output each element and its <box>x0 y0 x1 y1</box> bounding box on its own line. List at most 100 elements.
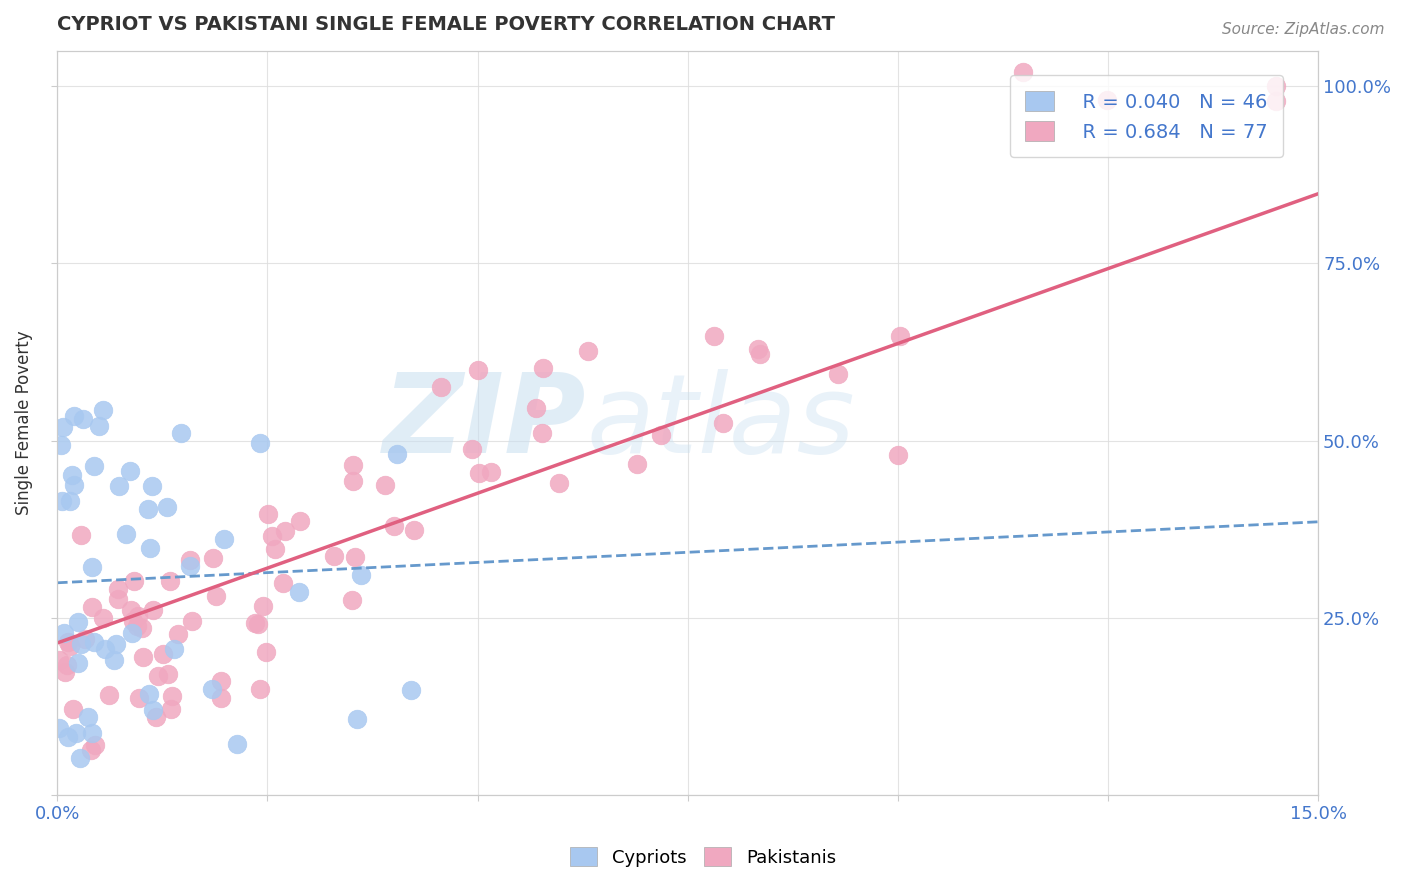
Point <box>145 710 167 724</box>
Point <box>127 619 149 633</box>
Point <box>346 712 368 726</box>
Point <box>107 592 129 607</box>
Point <box>747 342 769 356</box>
Point <box>205 589 228 603</box>
Point <box>104 637 127 651</box>
Point <box>209 674 232 689</box>
Point <box>131 650 153 665</box>
Point <box>703 329 725 343</box>
Point <box>75 632 97 646</box>
Point <box>82 726 104 740</box>
Legend:   R = 0.040   N = 46,   R = 0.684   N = 77: R = 0.040 N = 46, R = 0.684 N = 77 <box>1010 76 1284 157</box>
Point <box>146 668 169 682</box>
Point <box>156 500 179 514</box>
Point <box>256 507 278 521</box>
Point <box>1265 79 1288 94</box>
Point <box>93 642 115 657</box>
Point <box>70 528 93 542</box>
Point <box>72 412 94 426</box>
Point <box>139 541 162 555</box>
Point <box>69 750 91 764</box>
Point <box>212 532 235 546</box>
Point <box>59 494 82 508</box>
Point <box>429 380 451 394</box>
Point <box>1095 94 1118 108</box>
Point <box>136 502 159 516</box>
Point <box>152 648 174 662</box>
Point <box>159 574 181 589</box>
Point <box>249 435 271 450</box>
Point <box>93 611 115 625</box>
Point <box>70 637 93 651</box>
Point <box>254 645 277 659</box>
Point <box>65 726 87 740</box>
Point <box>122 574 145 588</box>
Point <box>103 653 125 667</box>
Point <box>83 635 105 649</box>
Point <box>141 479 163 493</box>
Point <box>83 458 105 473</box>
Point <box>209 691 232 706</box>
Point <box>138 687 160 701</box>
Point <box>226 737 249 751</box>
Point <box>342 474 364 488</box>
Point <box>127 609 149 624</box>
Point <box>467 363 489 377</box>
Point <box>49 438 72 452</box>
Text: Source: ZipAtlas.com: Source: ZipAtlas.com <box>1222 22 1385 37</box>
Text: atlas: atlas <box>586 369 855 476</box>
Point <box>887 448 910 462</box>
Point <box>530 426 553 441</box>
Point <box>382 518 405 533</box>
Point <box>98 688 121 702</box>
Point <box>343 550 366 565</box>
Point <box>76 710 98 724</box>
Text: ZIP: ZIP <box>384 369 586 476</box>
Point <box>271 576 294 591</box>
Point <box>51 494 73 508</box>
Text: CYPRIOT VS PAKISTANI SINGLE FEMALE POVERTY CORRELATION CHART: CYPRIOT VS PAKISTANI SINGLE FEMALE POVER… <box>58 15 835 34</box>
Point <box>120 602 142 616</box>
Point <box>142 603 165 617</box>
Point <box>80 560 103 574</box>
Point <box>48 721 70 735</box>
Point <box>55 658 77 673</box>
Point <box>157 667 180 681</box>
Point <box>249 681 271 696</box>
Point <box>162 642 184 657</box>
Point <box>374 478 396 492</box>
Point <box>288 585 311 599</box>
Point <box>66 615 89 629</box>
Point <box>80 743 103 757</box>
Point <box>131 621 153 635</box>
Point <box>246 616 269 631</box>
Point <box>179 553 201 567</box>
Point <box>399 683 422 698</box>
Point <box>122 615 145 629</box>
Point <box>1265 94 1288 108</box>
Point <box>342 458 364 473</box>
Point <box>48 653 70 667</box>
Point <box>62 468 84 483</box>
Point <box>252 599 274 614</box>
Point <box>63 409 86 423</box>
Point <box>264 542 287 557</box>
Point <box>128 691 150 706</box>
Point <box>62 702 84 716</box>
Point <box>713 416 735 430</box>
Point <box>650 427 672 442</box>
Point <box>160 702 183 716</box>
Point <box>89 419 111 434</box>
Point <box>827 367 849 381</box>
Point <box>626 457 648 471</box>
Point <box>53 625 76 640</box>
Point <box>179 558 201 573</box>
Point <box>63 478 86 492</box>
Point <box>167 627 190 641</box>
Legend: Cypriots, Pakistanis: Cypriots, Pakistanis <box>562 840 844 874</box>
Point <box>91 403 114 417</box>
Point <box>576 344 599 359</box>
Point <box>181 615 204 629</box>
Point <box>274 524 297 538</box>
Point <box>160 690 183 704</box>
